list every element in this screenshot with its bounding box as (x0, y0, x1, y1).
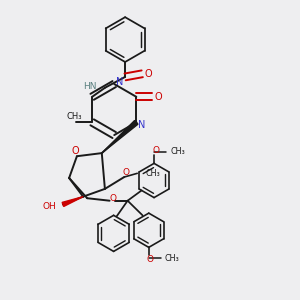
Text: CH₃: CH₃ (165, 254, 180, 263)
Text: HN: HN (84, 82, 97, 91)
Text: O: O (110, 194, 117, 203)
Text: CH₃: CH₃ (67, 112, 82, 121)
Text: CH₃: CH₃ (170, 147, 185, 156)
Text: O: O (147, 255, 154, 264)
Text: O: O (144, 69, 152, 79)
Text: O: O (152, 146, 159, 155)
Text: CH₃: CH₃ (145, 169, 160, 178)
Text: O: O (71, 146, 79, 156)
Text: N: N (138, 120, 146, 130)
Text: O: O (122, 168, 129, 177)
Text: O: O (154, 92, 162, 102)
Polygon shape (62, 197, 83, 206)
Text: OH: OH (42, 202, 56, 211)
Polygon shape (102, 121, 138, 153)
Text: N: N (116, 76, 124, 87)
